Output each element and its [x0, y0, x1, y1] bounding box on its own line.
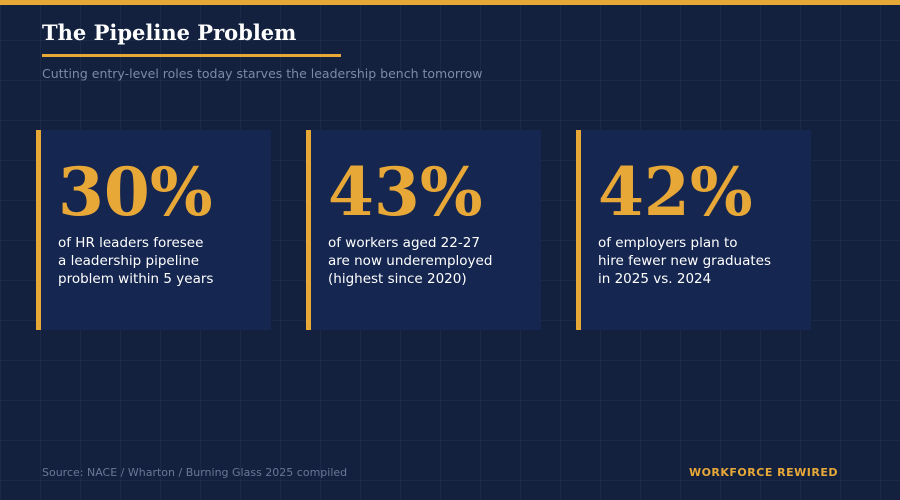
- stat-card-employers: 42% of employers plan to hire fewer new …: [576, 130, 811, 330]
- stat-value: 42%: [598, 153, 753, 231]
- stat-card-underemployed: 43% of workers aged 22-27 are now undere…: [306, 130, 541, 330]
- card-accent-bar: [306, 130, 311, 330]
- stat-description: of HR leaders foresee a leadership pipel…: [58, 235, 214, 287]
- stat-description: of workers aged 22-27 are now underemplo…: [328, 235, 493, 287]
- stat-value: 43%: [328, 153, 483, 231]
- card-accent-bar: [576, 130, 581, 330]
- page-subtitle: Cutting entry-level roles today starves …: [42, 66, 483, 81]
- card-accent-bar: [36, 130, 41, 330]
- page-title: The Pipeline Problem: [42, 20, 297, 45]
- stat-value: 30%: [58, 153, 213, 231]
- stat-description: of employers plan to hire fewer new grad…: [598, 235, 772, 287]
- title-underline: [42, 54, 341, 57]
- stat-card-hr-leaders: 30% of HR leaders foresee a leadership p…: [36, 130, 271, 330]
- source-note: Source: NACE / Wharton / Burning Glass 2…: [42, 466, 348, 479]
- top-accent-bar: [0, 0, 900, 5]
- brand-label: WORKFORCE REWIRED: [688, 466, 838, 479]
